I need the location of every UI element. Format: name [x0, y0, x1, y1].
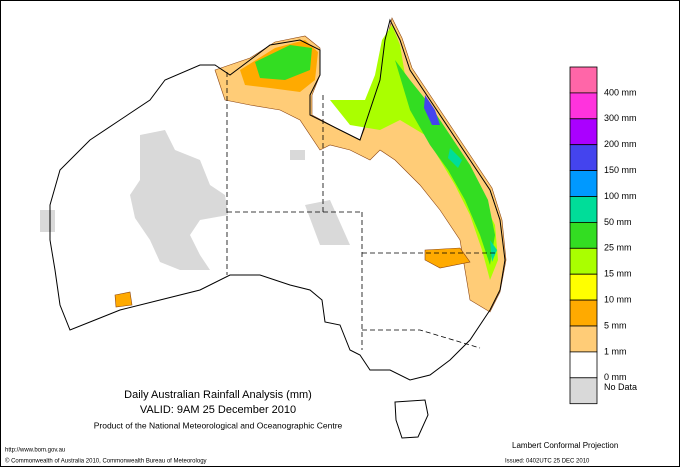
legend-swatch	[569, 325, 598, 353]
legend-swatch	[569, 221, 598, 249]
legend-swatch	[569, 144, 598, 171]
legend-label: 300 mm	[604, 113, 637, 123]
legend-swatch	[569, 92, 598, 120]
legend-swatch	[569, 66, 598, 94]
legend-label: 0 mm	[604, 372, 627, 382]
legend-swatch	[569, 170, 598, 197]
legend-label: 100 mm	[604, 191, 637, 201]
legend-label: 1 mm	[604, 346, 627, 356]
legend-label: No Data	[604, 382, 637, 392]
projection: Lambert Conformal Projection	[512, 441, 618, 450]
legend-label: 200 mm	[604, 139, 637, 149]
map-title: Daily Australian Rainfall Analysis (mm)	[124, 389, 312, 401]
legend-label: 10 mm	[604, 294, 632, 304]
legend-swatch	[569, 299, 598, 327]
legend-label: 400 mm	[604, 87, 637, 97]
copyright: © Commonwealth of Australia 2010, Common…	[5, 458, 207, 465]
legend-label: 50 mm	[604, 217, 632, 227]
legend-swatch	[569, 351, 598, 379]
legend-swatch	[569, 247, 598, 275]
legend-label: 25 mm	[604, 243, 632, 253]
legend-swatch	[569, 196, 598, 223]
legend-swatch	[569, 377, 598, 405]
legend-label: 150 mm	[604, 165, 637, 175]
legend-label: 15 mm	[604, 269, 632, 279]
map-drawing	[40, 17, 507, 439]
legend-swatch	[569, 118, 598, 146]
legend-label: 5 mm	[604, 320, 627, 330]
website: http://www.bom.gov.au	[5, 448, 65, 454]
legend: 400 mm 300 mm 200 mm 150 mm 100 mm 50 mm 25 mm…	[569, 66, 637, 405]
legend-swatch	[569, 273, 598, 301]
issued: Issued: 0402UTC 25 DEC 2010	[505, 459, 590, 465]
valid-time: VALID: 9AM 25 December 2010	[140, 404, 296, 416]
product-line: Product of the National Meteorological a…	[94, 420, 343, 430]
